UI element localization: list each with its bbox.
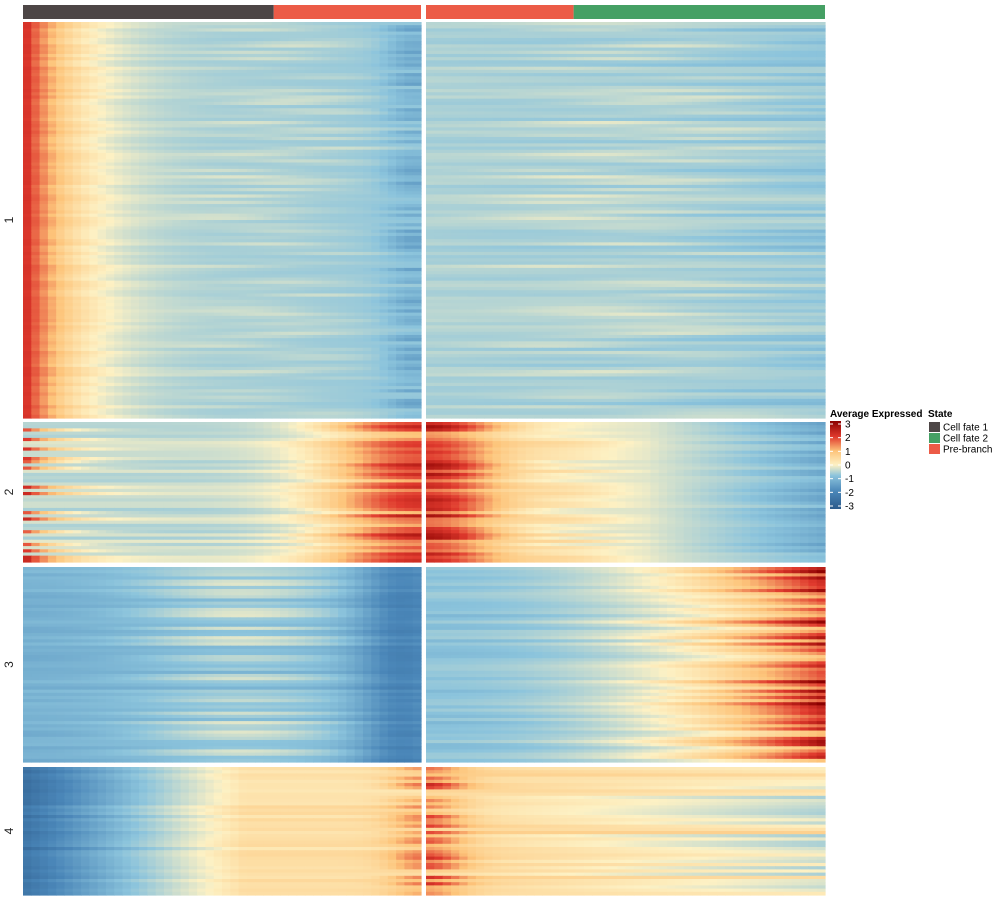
cluster-2-rows xyxy=(23,422,826,563)
state-legend-swatch xyxy=(929,422,940,432)
row-cluster-label-4: 4 xyxy=(2,827,16,834)
row-cluster-labels: 1 2 3 4 xyxy=(2,216,16,834)
color-scale-tick-label: 0 xyxy=(845,461,851,472)
state-segment-left-1 xyxy=(274,5,421,19)
cluster-3-rows xyxy=(23,567,826,763)
state-segment-right-0 xyxy=(426,5,574,19)
state-legend-swatch xyxy=(929,444,940,454)
row-cluster-label-2: 2 xyxy=(2,488,16,495)
state-legend-swatch xyxy=(929,433,940,443)
cluster-4-rows xyxy=(23,767,826,896)
cluster-1-rows xyxy=(23,22,826,419)
color-scale-tick-label: 3 xyxy=(845,420,851,431)
color-scale-tick-label: -2 xyxy=(845,488,854,499)
row-cluster-label-3: 3 xyxy=(2,661,16,668)
row-cluster-label-1: 1 xyxy=(2,216,16,223)
heatmap-body xyxy=(23,22,826,896)
state-legend-label: Pre-branch xyxy=(943,445,992,456)
color-scale-tick-label: 1 xyxy=(845,447,851,458)
state-segment-right-1 xyxy=(574,5,825,19)
state-legend-label: Cell fate 2 xyxy=(943,434,988,445)
color-scale-legend: Average Expressed 3 2 1 0 -1 -2 -3 xyxy=(830,409,922,513)
state-segment-left-0 xyxy=(23,5,274,19)
state-legend-label: Cell fate 1 xyxy=(943,423,988,434)
color-scale-tick-label: -1 xyxy=(845,474,854,485)
state-legend-title: State xyxy=(928,409,953,420)
color-scale-tick-label: 2 xyxy=(845,433,851,444)
color-scale-tick-label: -3 xyxy=(845,502,854,513)
color-scale-title: Average Expressed xyxy=(830,409,922,420)
state-annotation-bar xyxy=(23,5,825,19)
